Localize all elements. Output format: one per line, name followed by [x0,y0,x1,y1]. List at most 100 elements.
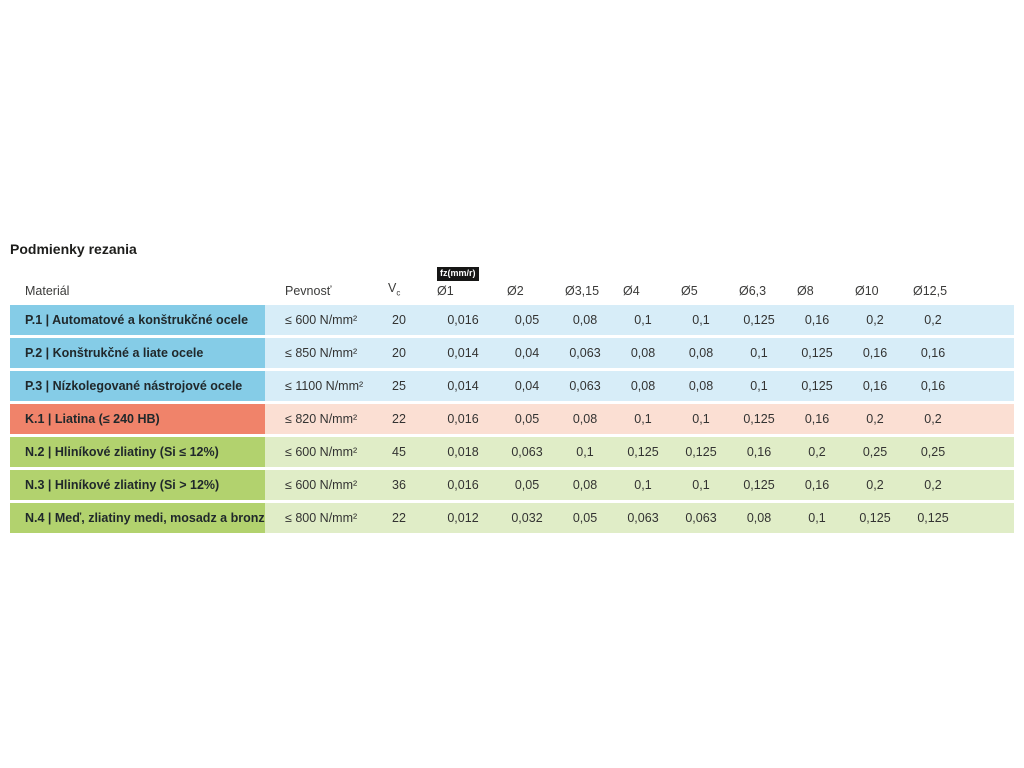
cutting-conditions-section: Podmienky rezania Materiál Pevnosť Vc fz… [10,241,1014,536]
feed-cell: 0,2 [846,305,904,336]
cutting-speed-cell: 20 [370,338,428,369]
feed-cell: 0,063 [556,371,614,402]
diameter-label: Ø2 [507,283,524,298]
table-row-n.4: N.4 | Meď, zliatiny medi, mosadz a bronz… [10,503,1014,534]
feed-cell: 0,125 [730,305,788,336]
feed-cell: 0,032 [498,503,556,534]
material-cell: P.1 | Automatové a konštrukčné ocele [10,305,265,336]
feed-cell: 0,08 [614,338,672,369]
feed-cell: 0,063 [672,503,730,534]
diameter-label: Ø3,15 [565,283,600,298]
row-spacer [962,404,1014,435]
col-header-cutting-speed: Vc [370,281,428,298]
feed-cell: 0,1 [672,470,730,501]
feed-cell: 0,08 [730,503,788,534]
feed-cell: 0,1 [672,305,730,336]
feed-cell: 0,014 [428,371,498,402]
feed-cell: 0,014 [428,338,498,369]
feed-cell: 0,1 [788,503,846,534]
feed-cell: 0,05 [498,470,556,501]
diameter-label: Ø4 [623,283,640,298]
col-header-material: Materiál [25,283,70,298]
diameter-label: Ø6,3 [739,283,767,298]
feed-cell: 0,08 [614,371,672,402]
col-header-diameter-3: Ø3,15 [556,284,614,298]
feed-cell: 0,125 [730,470,788,501]
feed-cell: 0,012 [428,503,498,534]
feed-cell: 0,16 [904,338,962,369]
cutting-speed-cell: 22 [370,404,428,435]
feed-cell: 0,125 [672,437,730,468]
feed-cell: 0,05 [498,305,556,336]
row-spacer [962,371,1014,402]
table-row-n.3: N.3 | Hliníkové zliatiny (Si > 12%) ≤ 600… [10,470,1014,501]
page-title: Podmienky rezania [10,241,137,257]
cutting-speed-cell: 22 [370,503,428,534]
feed-cell: 0,04 [498,338,556,369]
feed-cell: 0,2 [904,404,962,435]
col-header-diameter-9: Ø12,5 [904,284,962,298]
vc-subscript: c [396,288,401,298]
cutting-speed-cell: 25 [370,371,428,402]
table-header-row: Materiál Pevnosť Vc fz(mm/r) Ø1 Ø2 Ø3,15 Ø4 Ø… [10,267,1014,305]
feed-cell: 0,2 [904,470,962,501]
row-spacer [962,437,1014,468]
row-spacer [962,305,1014,336]
feed-unit-badge: fz(mm/r) [437,267,479,281]
cutting-speed-cell: 20 [370,305,428,336]
feed-cell: 0,04 [498,371,556,402]
row-spacer [962,470,1014,501]
feed-cell: 0,05 [498,404,556,435]
feed-cell: 0,05 [556,503,614,534]
feed-cell: 0,016 [428,305,498,336]
strength-cell: ≤ 850 N/mm² [265,338,370,369]
feed-cell: 0,125 [614,437,672,468]
feed-cell: 0,1 [614,305,672,336]
col-header-diameter-8: Ø10 [846,284,904,298]
strength-cell: ≤ 600 N/mm² [265,437,370,468]
diameter-label: Ø10 [855,283,879,298]
feed-cell: 0,016 [428,470,498,501]
feed-cell: 0,1 [614,470,672,501]
feed-cell: 0,08 [556,305,614,336]
table-row-n.2: N.2 | Hliníkové zliatiny (Si ≤ 12%) ≤ 600… [10,437,1014,468]
table-row-p.3: P.3 | Nízkolegované nástrojové ocele ≤ 11… [10,371,1014,402]
diameter-label: Ø1 [437,283,454,298]
feed-cell: 0,2 [788,437,846,468]
material-cell: P.2 | Konštrukčné a liate ocele [10,338,265,369]
strength-cell: ≤ 800 N/mm² [265,503,370,534]
feed-cell: 0,1 [614,404,672,435]
col-header-diameter-6: Ø6,3 [730,284,788,298]
col-header-diameter-7: Ø8 [788,284,846,298]
material-cell: P.3 | Nízkolegované nástrojové ocele [10,371,265,402]
feed-cell: 0,2 [846,470,904,501]
table-row-p.2: P.2 | Konštrukčné a liate ocele ≤ 850 N/m… [10,338,1014,369]
feed-cell: 0,2 [846,404,904,435]
feed-cell: 0,1 [730,338,788,369]
material-cell: N.2 | Hliníkové zliatiny (Si ≤ 12%) [10,437,265,468]
strength-cell: ≤ 600 N/mm² [265,305,370,336]
feed-cell: 0,1 [730,371,788,402]
feed-cell: 0,16 [788,305,846,336]
material-cell: K.1 | Liatina (≤ 240 HB) [10,404,265,435]
table-row-k.1: K.1 | Liatina (≤ 240 HB) ≤ 820 N/mm² 22 0,0… [10,404,1014,435]
col-header-diameter-1: fz(mm/r) Ø1 [428,267,498,298]
feed-cell: 0,08 [672,371,730,402]
feed-cell: 0,125 [846,503,904,534]
material-cell: N.4 | Meď, zliatiny medi, mosadz a bronz [10,503,265,534]
diameter-label: Ø12,5 [913,283,948,298]
cutting-speed-cell: 36 [370,470,428,501]
col-header-diameter-2: Ø2 [498,284,556,298]
feed-cell: 0,063 [556,338,614,369]
strength-cell: ≤ 1100 N/mm² [265,371,370,402]
table-body: P.1 | Automatové a konštrukčné ocele ≤ 60… [10,305,1014,534]
material-cell: N.3 | Hliníkové zliatiny (Si > 12%) [10,470,265,501]
feed-cell: 0,063 [614,503,672,534]
row-spacer [962,338,1014,369]
feed-cell: 0,125 [904,503,962,534]
feed-cell: 0,063 [498,437,556,468]
strength-cell: ≤ 820 N/mm² [265,404,370,435]
feed-cell: 0,08 [556,404,614,435]
feed-cell: 0,16 [846,338,904,369]
